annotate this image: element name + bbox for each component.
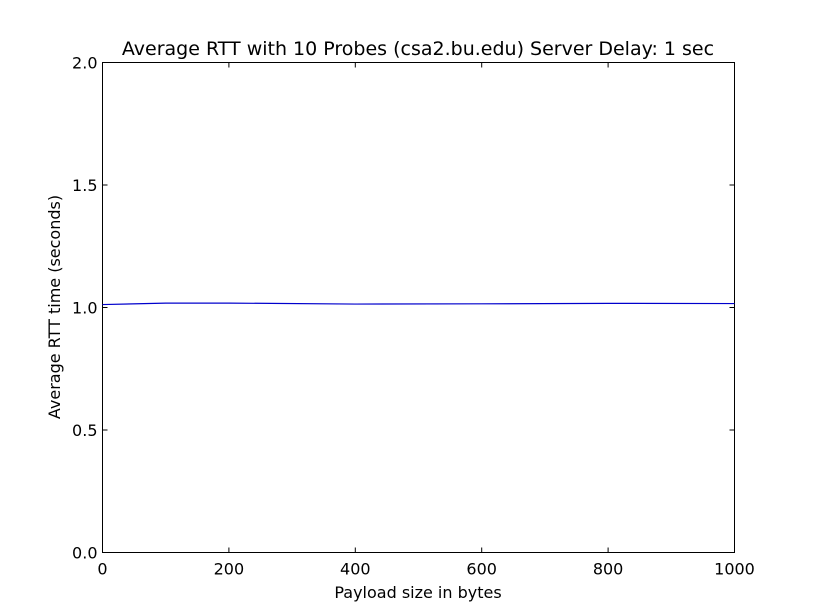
x-tick-label: 400 — [340, 560, 371, 579]
x-tick-label: 0 — [97, 560, 107, 579]
x-tick-label: 600 — [466, 560, 497, 579]
plot-area-frame — [102, 62, 735, 553]
x-tick-label: 200 — [214, 560, 245, 579]
rtt-series-line — [102, 302, 735, 306]
y-tick-label: 2.0 — [72, 54, 97, 73]
series-group — [102, 302, 735, 306]
y-axis-label: Average RTT time (seconds) — [45, 195, 64, 419]
y-tick-label: 0.0 — [72, 544, 97, 563]
x-tick-label: 1000 — [714, 560, 755, 579]
y-tick-label: 1.0 — [72, 299, 97, 318]
x-axis-label: Payload size in bytes — [334, 583, 501, 602]
chart-title: Average RTT with 10 Probes (csa2.bu.edu)… — [122, 38, 714, 60]
axis-ticks: 0 200 400 600 800 1000 0.0 0.5 1.0 1.5 2.0 — [72, 54, 755, 579]
x-tick-label: 800 — [593, 560, 624, 579]
y-tick-label: 0.5 — [72, 421, 97, 440]
y-tick-label: 1.5 — [72, 176, 97, 195]
